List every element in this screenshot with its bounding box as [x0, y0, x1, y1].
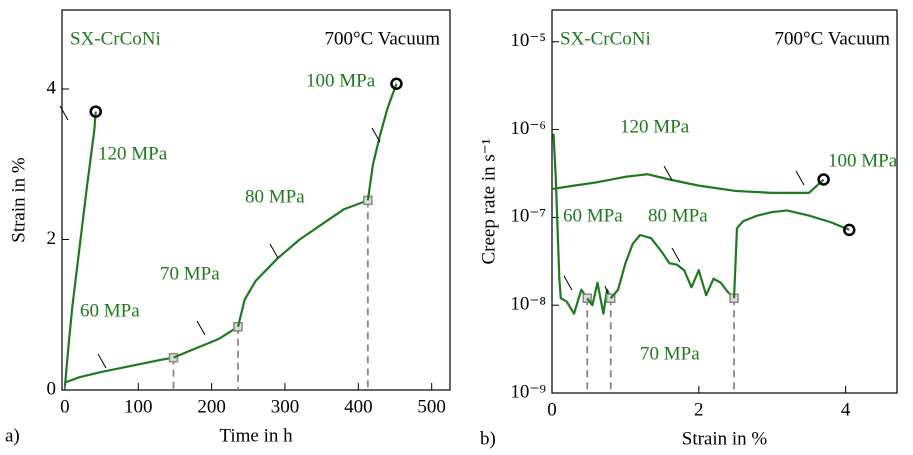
end-marker	[89, 105, 102, 118]
annotation: 700°C Vacuum	[325, 28, 441, 49]
y-tick-label: 10⁻⁷	[510, 206, 546, 227]
x-tick-label: 0	[60, 396, 70, 417]
series-line	[586, 281, 612, 315]
x-tick-label: 100	[124, 396, 153, 417]
series-label: 60 MPa	[563, 205, 623, 226]
end-marker	[843, 223, 856, 237]
x-tick-label: 2	[694, 399, 704, 420]
series-line	[732, 209, 850, 299]
series-line	[366, 83, 398, 201]
y-tick-label: 4	[47, 77, 57, 98]
label-leader	[97, 353, 107, 369]
y-tick-label: 10⁻⁸	[510, 294, 546, 315]
y-tick-label: 0	[47, 378, 57, 399]
plot-frame	[61, 9, 451, 391]
annotation: 700°C Vacuum	[775, 28, 891, 49]
y-tick-label: 2	[47, 228, 57, 249]
annotation: SX-CrCoNi	[70, 28, 161, 49]
label-leader	[59, 105, 69, 121]
label-leader	[371, 127, 381, 143]
x-tick-label: 0	[547, 399, 557, 420]
x-tick-label: 300	[271, 396, 300, 417]
series-line	[609, 233, 735, 300]
series-label: 100 MPa	[828, 150, 898, 171]
series-line	[552, 133, 589, 315]
series-line	[236, 199, 369, 328]
x-tick-label: 200	[197, 396, 226, 417]
annotation: SX-CrCoNi	[560, 28, 651, 49]
panel-label: b)	[480, 428, 496, 449]
end-marker	[817, 173, 830, 186]
series-label: 120 MPa	[98, 143, 168, 164]
panel-label: a)	[5, 425, 20, 446]
series-line	[173, 325, 239, 359]
series-label: 70 MPa	[640, 343, 700, 364]
series-label: 120 MPa	[620, 116, 690, 137]
x-axis-label: Strain in %	[682, 428, 768, 449]
x-tick-label: 400	[344, 396, 373, 417]
end-marker	[390, 77, 403, 90]
series-line	[63, 111, 97, 387]
x-tick-label: 4	[841, 399, 851, 420]
series-label: 100 MPa	[306, 70, 376, 91]
y-tick-label: 10⁻⁹	[510, 381, 546, 402]
label-leader	[269, 243, 279, 259]
plot-frame	[551, 9, 898, 394]
y-tick-label: 10⁻⁵	[510, 30, 546, 51]
series-label: 80 MPa	[245, 186, 305, 207]
label-leader	[671, 247, 681, 263]
label-leader	[563, 275, 573, 291]
label-leader	[795, 170, 805, 186]
series-label: 70 MPa	[160, 263, 220, 284]
y-axis-label: Strain in %	[8, 157, 29, 243]
series-label: 80 MPa	[648, 205, 708, 226]
y-tick-label: 10⁻⁶	[510, 118, 546, 139]
y-axis-label: Creep rate in s⁻¹	[478, 138, 499, 264]
label-leader	[196, 320, 206, 336]
label-leader	[663, 165, 673, 181]
series-label: 60 MPa	[80, 300, 140, 321]
series-line	[551, 173, 825, 195]
series-line	[64, 356, 174, 384]
x-axis-label: Time in h	[219, 425, 293, 446]
x-tick-label: 500	[417, 396, 446, 417]
